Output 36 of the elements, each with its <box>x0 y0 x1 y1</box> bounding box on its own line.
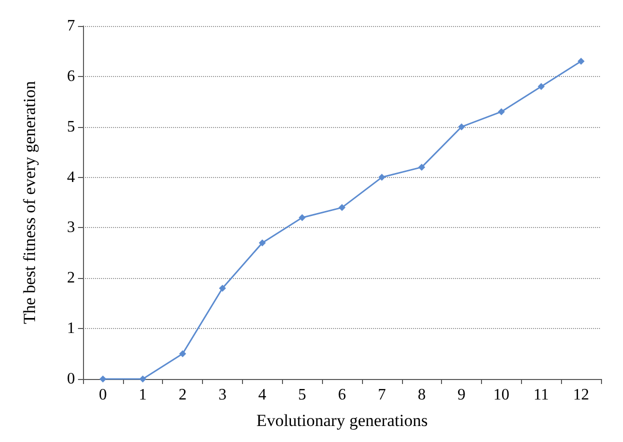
y-tick-label: 5 <box>67 118 75 136</box>
point <box>538 83 545 90</box>
x-tick-label: 4 <box>258 386 266 404</box>
point <box>418 164 426 171</box>
x-tick-label: 11 <box>534 386 549 404</box>
y-tick-label: 0 <box>67 370 75 388</box>
x-tick-label: 0 <box>98 386 107 404</box>
y-tick-label: 6 <box>67 68 75 85</box>
y-tick-label: 3 <box>67 219 75 236</box>
x-tick-label: 2 <box>178 386 187 404</box>
point <box>458 123 466 130</box>
x-tick-label: 5 <box>298 386 306 404</box>
point <box>298 214 306 222</box>
point <box>258 239 266 246</box>
x-tick-label: 8 <box>418 386 426 404</box>
x-axis-title: Evolutionary generations <box>256 411 428 430</box>
x-tick-label: 12 <box>573 386 590 404</box>
point <box>338 204 346 212</box>
x-tick-label: 9 <box>458 386 466 404</box>
y-axis-title: The best fitness of every generation <box>20 80 39 324</box>
point <box>498 108 505 116</box>
point <box>218 284 226 292</box>
x-tick-label: 3 <box>218 386 226 404</box>
point <box>179 350 186 358</box>
point <box>578 58 585 65</box>
y-tick-label: 4 <box>67 168 75 186</box>
x-tick-label: 6 <box>338 386 346 404</box>
point <box>99 376 106 382</box>
x-tick-label: 7 <box>378 386 386 404</box>
point <box>139 376 146 382</box>
y-tick-label: 7 <box>67 18 75 34</box>
y-tick-label: 2 <box>67 270 75 287</box>
y-tick-label: 1 <box>67 320 75 338</box>
point <box>378 174 386 181</box>
x-tick-label: 10 <box>493 386 510 404</box>
x-tick-label: 1 <box>138 386 147 404</box>
